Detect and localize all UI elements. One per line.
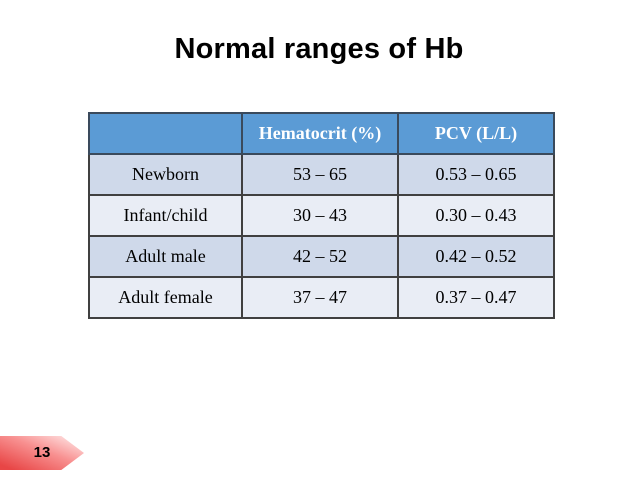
pcv-value: 0.30 – 0.43 [397,194,555,237]
hematocrit-value: 37 – 47 [241,276,399,319]
pcv-value: 0.37 – 0.47 [397,276,555,319]
hematocrit-value: 42 – 52 [241,235,399,278]
row-label: Infant/child [88,194,243,237]
table-row: Adult male 42 – 52 0.42 – 0.52 [88,235,555,278]
table-row: Infant/child 30 – 43 0.30 – 0.43 [88,194,555,237]
page-number: 13 [33,444,51,461]
row-label: Newborn [88,153,243,196]
header-cell-empty [88,112,243,155]
header-cell-pcv: PCV (L/L) [397,112,555,155]
pcv-value: 0.42 – 0.52 [397,235,555,278]
row-label: Adult female [88,276,243,319]
hematocrit-value: 30 – 43 [241,194,399,237]
hematocrit-value: 53 – 65 [241,153,399,196]
table-row: Adult female 37 – 47 0.37 – 0.47 [88,276,555,319]
header-cell-hematocrit: Hematocrit (%) [241,112,399,155]
table-header-row: Hematocrit (%) PCV (L/L) [88,112,555,155]
pcv-value: 0.53 – 0.65 [397,153,555,196]
row-label: Adult male [88,235,243,278]
hb-ranges-table: Hematocrit (%) PCV (L/L) Newborn 53 – 65… [88,112,555,319]
page-number-badge: 13 [0,436,84,470]
table-row: Newborn 53 – 65 0.53 – 0.65 [88,153,555,196]
slide-title: Normal ranges of Hb [174,33,464,65]
